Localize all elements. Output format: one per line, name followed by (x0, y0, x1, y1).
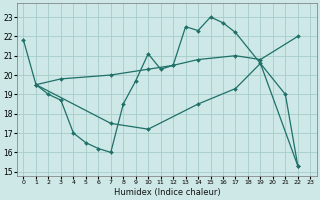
X-axis label: Humidex (Indice chaleur): Humidex (Indice chaleur) (114, 188, 220, 197)
